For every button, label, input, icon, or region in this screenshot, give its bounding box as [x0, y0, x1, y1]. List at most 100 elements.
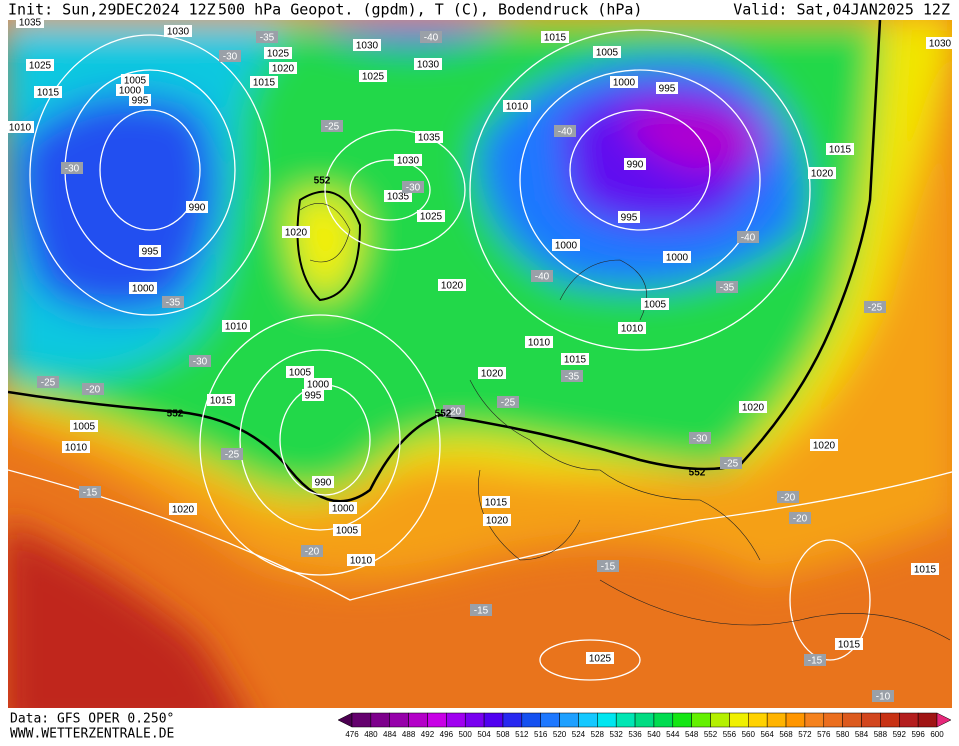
pressure-label-box	[139, 245, 161, 257]
pressure-label-text: 1025	[267, 49, 290, 60]
pressure-label: 995	[302, 389, 324, 402]
pressure-label: 1005	[641, 298, 669, 311]
pressure-label-text: 1000	[119, 86, 142, 97]
pressure-label-text: 1020	[742, 403, 765, 414]
valid-time: Valid: Sat,04JAN2025 12Z	[733, 1, 950, 19]
temperature-label: -20	[82, 383, 104, 396]
temperature-label-text: -20	[86, 385, 101, 396]
temperature-label-text: -30	[193, 357, 208, 368]
temperature-label-text: -25	[225, 450, 240, 461]
colorbar-box	[880, 712, 900, 728]
pressure-label: 1020	[282, 226, 310, 239]
pressure-label-box	[312, 476, 334, 488]
pressure-label: 1015	[207, 394, 235, 407]
colorbar-box	[804, 712, 825, 728]
temperature-label-text: -20	[781, 493, 796, 504]
pressure-label-text: 1015	[914, 565, 937, 576]
geopotential-label: 552	[435, 409, 452, 420]
colorbar-label: 552	[704, 730, 718, 739]
pressure-label: 1020	[739, 401, 767, 414]
temperature-label: -40	[737, 231, 759, 244]
pressure-label-text: 1000	[307, 380, 330, 391]
pressure-label: 995	[656, 82, 678, 95]
temperature-label-box	[256, 31, 278, 43]
pressure-label: 990	[624, 158, 646, 171]
colorbar-label: 540	[647, 730, 661, 739]
pressure-label-text: 1030	[167, 27, 190, 38]
contour-552	[8, 20, 882, 503]
pressure-label: 1015	[482, 496, 510, 509]
pressure-label-box	[624, 158, 646, 170]
pressure-label: 1005	[286, 366, 314, 379]
temperature-label: -20	[777, 491, 799, 504]
temperature-label-text: -35	[565, 372, 580, 383]
pressure-label: 1035	[16, 16, 44, 29]
temperature-label-text: -40	[741, 233, 756, 244]
temperature-label: -20	[443, 405, 465, 418]
colorbar-label: 568	[779, 730, 793, 739]
colorbar-label: 576	[817, 730, 831, 739]
pressure-label-text: 1010	[65, 443, 88, 454]
colorbar-label: 476	[345, 730, 359, 739]
temperature-label: -25	[497, 396, 519, 409]
pressure-label: 1030	[414, 58, 442, 71]
colorbar-box	[502, 712, 523, 728]
pressure-label-text: 1030	[929, 39, 952, 50]
pressure-label-text: 995	[132, 96, 149, 107]
pressure-label-text: 990	[315, 478, 332, 489]
pressure-label-box	[483, 514, 511, 526]
temperature-label-box	[561, 370, 583, 382]
colorbar-label: 492	[421, 730, 435, 739]
pressure-label-box	[6, 121, 34, 133]
temperature-label-text: -15	[474, 606, 489, 617]
pressure-label-text: 1015	[210, 396, 233, 407]
colorbar-label: 592	[893, 730, 907, 739]
temperature-label-text: -40	[424, 33, 439, 44]
colorbar-box	[842, 712, 862, 728]
colorbar-label: 480	[364, 730, 378, 739]
colorbar-box	[766, 712, 787, 728]
pressure-label-text: 1010	[621, 324, 644, 335]
temperature-label-box	[872, 690, 894, 702]
pressure-label-box	[417, 210, 445, 222]
colorbar-box	[408, 712, 428, 728]
pressure-label-box	[359, 70, 387, 82]
pressure-label-text: 1010	[528, 338, 551, 349]
pressure-label-box	[808, 167, 836, 179]
temperature-label-text: -20	[793, 514, 808, 525]
pressure-label: 1000	[116, 84, 144, 97]
colorbar-box	[861, 712, 881, 728]
colorbar-box	[615, 712, 636, 728]
pressure-label-text: 1010	[225, 322, 248, 333]
pressure-label-box	[525, 336, 553, 348]
geopotential-label: 552	[314, 176, 331, 187]
temperature-label-text: -25	[325, 122, 340, 133]
geopotential-label-text: 552	[435, 409, 452, 420]
pressure-label: 1005	[70, 420, 98, 433]
temperature-label: -30	[61, 162, 83, 175]
colorbar-label: 580	[836, 730, 850, 739]
pressure-label-box	[269, 62, 297, 74]
pressure-label-text: 995	[305, 391, 322, 402]
colorbar-box	[464, 712, 485, 728]
temperature-label-text: -25	[501, 398, 516, 409]
colorbar-box	[427, 712, 447, 728]
colorbar-box	[370, 712, 390, 728]
pressure-label-box	[169, 503, 197, 515]
pressure-label: 1025	[586, 652, 614, 665]
temperature-label: -10	[872, 690, 894, 703]
pressure-label-box	[482, 496, 510, 508]
temperature-label-box	[402, 181, 424, 193]
colorbar-label: 588	[874, 730, 888, 739]
pressure-label-box	[618, 211, 640, 223]
pressure-label-box	[503, 100, 531, 112]
colorbar-box	[389, 712, 409, 728]
temperature-label: -15	[804, 654, 826, 667]
pressure-label-text: 1005	[289, 368, 312, 379]
pressure-label: 1020	[438, 279, 466, 292]
temperature-label: -15	[470, 604, 492, 617]
colorbar: 476 480 484 488 492 496 500 504 508 512 516 520 524 5…	[337, 712, 952, 739]
temperature-label-box	[777, 491, 799, 503]
pressure-label: 1025	[26, 59, 54, 72]
